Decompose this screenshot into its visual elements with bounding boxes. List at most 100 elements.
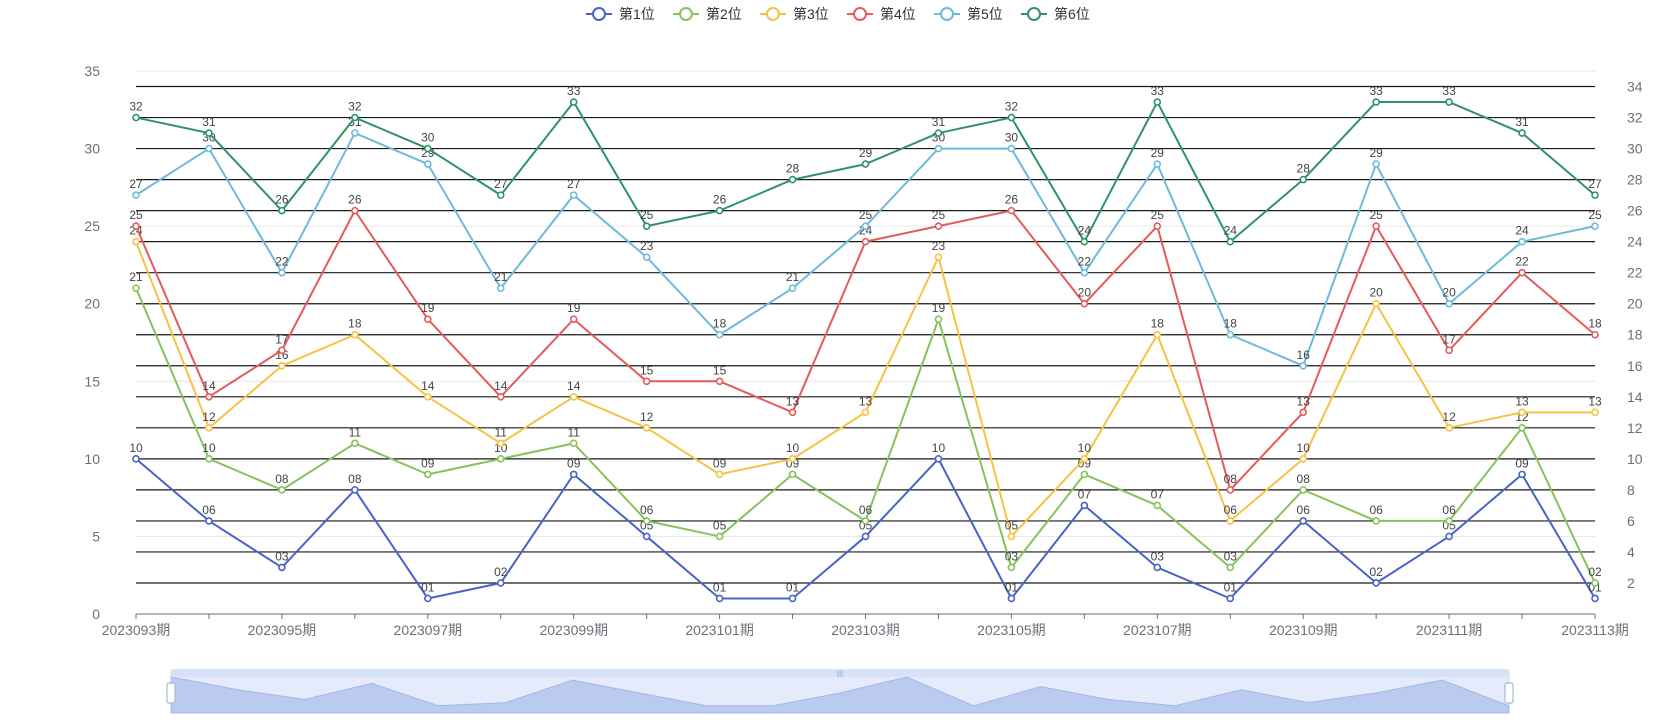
data-point[interactable] <box>715 377 724 386</box>
data-point[interactable] <box>1007 532 1016 541</box>
data-point[interactable] <box>934 144 943 153</box>
data-point[interactable] <box>1226 594 1235 603</box>
data-point[interactable] <box>1445 98 1453 106</box>
data-point[interactable] <box>788 594 797 603</box>
data-point[interactable] <box>496 191 505 199</box>
data-point[interactable] <box>351 330 359 339</box>
data-point[interactable] <box>132 284 140 293</box>
data-point[interactable] <box>423 315 432 324</box>
data-point[interactable] <box>423 392 432 401</box>
data-point[interactable] <box>205 517 213 525</box>
data-point[interactable] <box>715 206 724 215</box>
legend-item[interactable]: 第3位 <box>760 6 829 22</box>
data-point[interactable] <box>278 486 286 494</box>
data-point[interactable] <box>1372 160 1380 168</box>
data-point[interactable] <box>1445 532 1453 541</box>
legend-item[interactable]: 第4位 <box>847 6 916 22</box>
data-point[interactable] <box>278 346 286 355</box>
data-point[interactable] <box>278 563 286 572</box>
data-point[interactable] <box>861 532 870 541</box>
data-point[interactable] <box>351 129 359 137</box>
data-point[interactable] <box>1080 268 1089 277</box>
data-point[interactable] <box>1153 98 1162 106</box>
data-point[interactable] <box>1080 501 1089 510</box>
data-point[interactable] <box>861 517 870 525</box>
data-point[interactable] <box>1226 563 1235 572</box>
data-point[interactable] <box>1226 330 1235 339</box>
data-point[interactable] <box>1153 563 1162 572</box>
data-point[interactable] <box>1372 517 1380 525</box>
data-point[interactable] <box>351 206 359 215</box>
data-point[interactable] <box>569 392 578 401</box>
data-point[interactable] <box>1007 594 1016 603</box>
data-point[interactable] <box>1299 517 1307 525</box>
data-point[interactable] <box>1372 98 1380 106</box>
data-point[interactable] <box>1591 579 1599 587</box>
data-point[interactable] <box>423 470 432 479</box>
data-point[interactable] <box>715 470 724 479</box>
legend[interactable]: 第1位 第2位 第3位 第4位 第5位 第6位 <box>586 6 1090 22</box>
data-point[interactable] <box>861 237 870 246</box>
data-point[interactable] <box>205 129 213 137</box>
data-point[interactable] <box>1591 408 1599 417</box>
data-point[interactable] <box>1445 424 1453 432</box>
data-point[interactable] <box>642 532 651 541</box>
data-point[interactable] <box>569 439 578 448</box>
data-point[interactable] <box>861 222 870 230</box>
data-point[interactable] <box>423 144 432 153</box>
data-point[interactable] <box>715 532 724 541</box>
data-point[interactable] <box>1445 346 1453 355</box>
data-point[interactable] <box>1153 160 1162 168</box>
data-point[interactable] <box>569 470 578 479</box>
zoom-handle-right[interactable] <box>1504 682 1514 704</box>
data-point[interactable] <box>569 315 578 324</box>
data-point[interactable] <box>496 284 505 293</box>
data-point[interactable] <box>642 377 651 386</box>
data-point[interactable] <box>278 361 286 370</box>
data-point[interactable] <box>715 594 724 603</box>
data-point[interactable] <box>1299 455 1307 463</box>
data-point[interactable] <box>278 206 286 215</box>
data-point[interactable] <box>1518 129 1526 137</box>
data-point[interactable] <box>1518 424 1526 432</box>
data-point[interactable] <box>715 330 724 339</box>
data-point[interactable] <box>1299 361 1307 370</box>
data-point[interactable] <box>569 191 578 199</box>
data-point[interactable] <box>1007 144 1016 153</box>
data-point[interactable] <box>278 268 286 277</box>
data-zoom-slider[interactable]: ||| <box>166 669 1514 714</box>
data-point[interactable] <box>1080 299 1089 308</box>
data-point[interactable] <box>496 392 505 401</box>
data-point[interactable] <box>1591 330 1599 339</box>
data-point[interactable] <box>132 455 140 463</box>
data-point[interactable] <box>205 144 213 153</box>
data-point[interactable] <box>351 113 359 122</box>
data-point[interactable] <box>1153 501 1162 510</box>
data-point[interactable] <box>1299 408 1307 417</box>
data-point[interactable] <box>1445 299 1453 308</box>
data-point[interactable] <box>1007 113 1016 122</box>
data-point[interactable] <box>934 455 943 463</box>
data-point[interactable] <box>1518 470 1526 479</box>
data-point[interactable] <box>1299 486 1307 494</box>
data-point[interactable] <box>642 517 651 525</box>
data-point[interactable] <box>788 175 797 184</box>
data-point[interactable] <box>351 439 359 448</box>
data-point[interactable] <box>1226 237 1235 246</box>
data-point[interactable] <box>788 470 797 479</box>
data-point[interactable] <box>934 253 943 261</box>
data-point[interactable] <box>1445 517 1453 525</box>
data-point[interactable] <box>861 160 870 168</box>
data-point[interactable] <box>1153 330 1162 339</box>
data-point[interactable] <box>934 222 943 230</box>
data-point[interactable] <box>1080 237 1089 246</box>
zoom-selection[interactable] <box>171 671 1509 713</box>
data-point[interactable] <box>1372 579 1380 587</box>
data-point[interactable] <box>642 253 651 261</box>
legend-item[interactable]: 第1位 <box>586 6 655 22</box>
data-point[interactable] <box>1372 222 1380 230</box>
data-point[interactable] <box>1080 455 1089 463</box>
legend-item[interactable]: 第2位 <box>673 6 742 22</box>
data-point[interactable] <box>132 222 140 230</box>
data-point[interactable] <box>132 191 140 199</box>
